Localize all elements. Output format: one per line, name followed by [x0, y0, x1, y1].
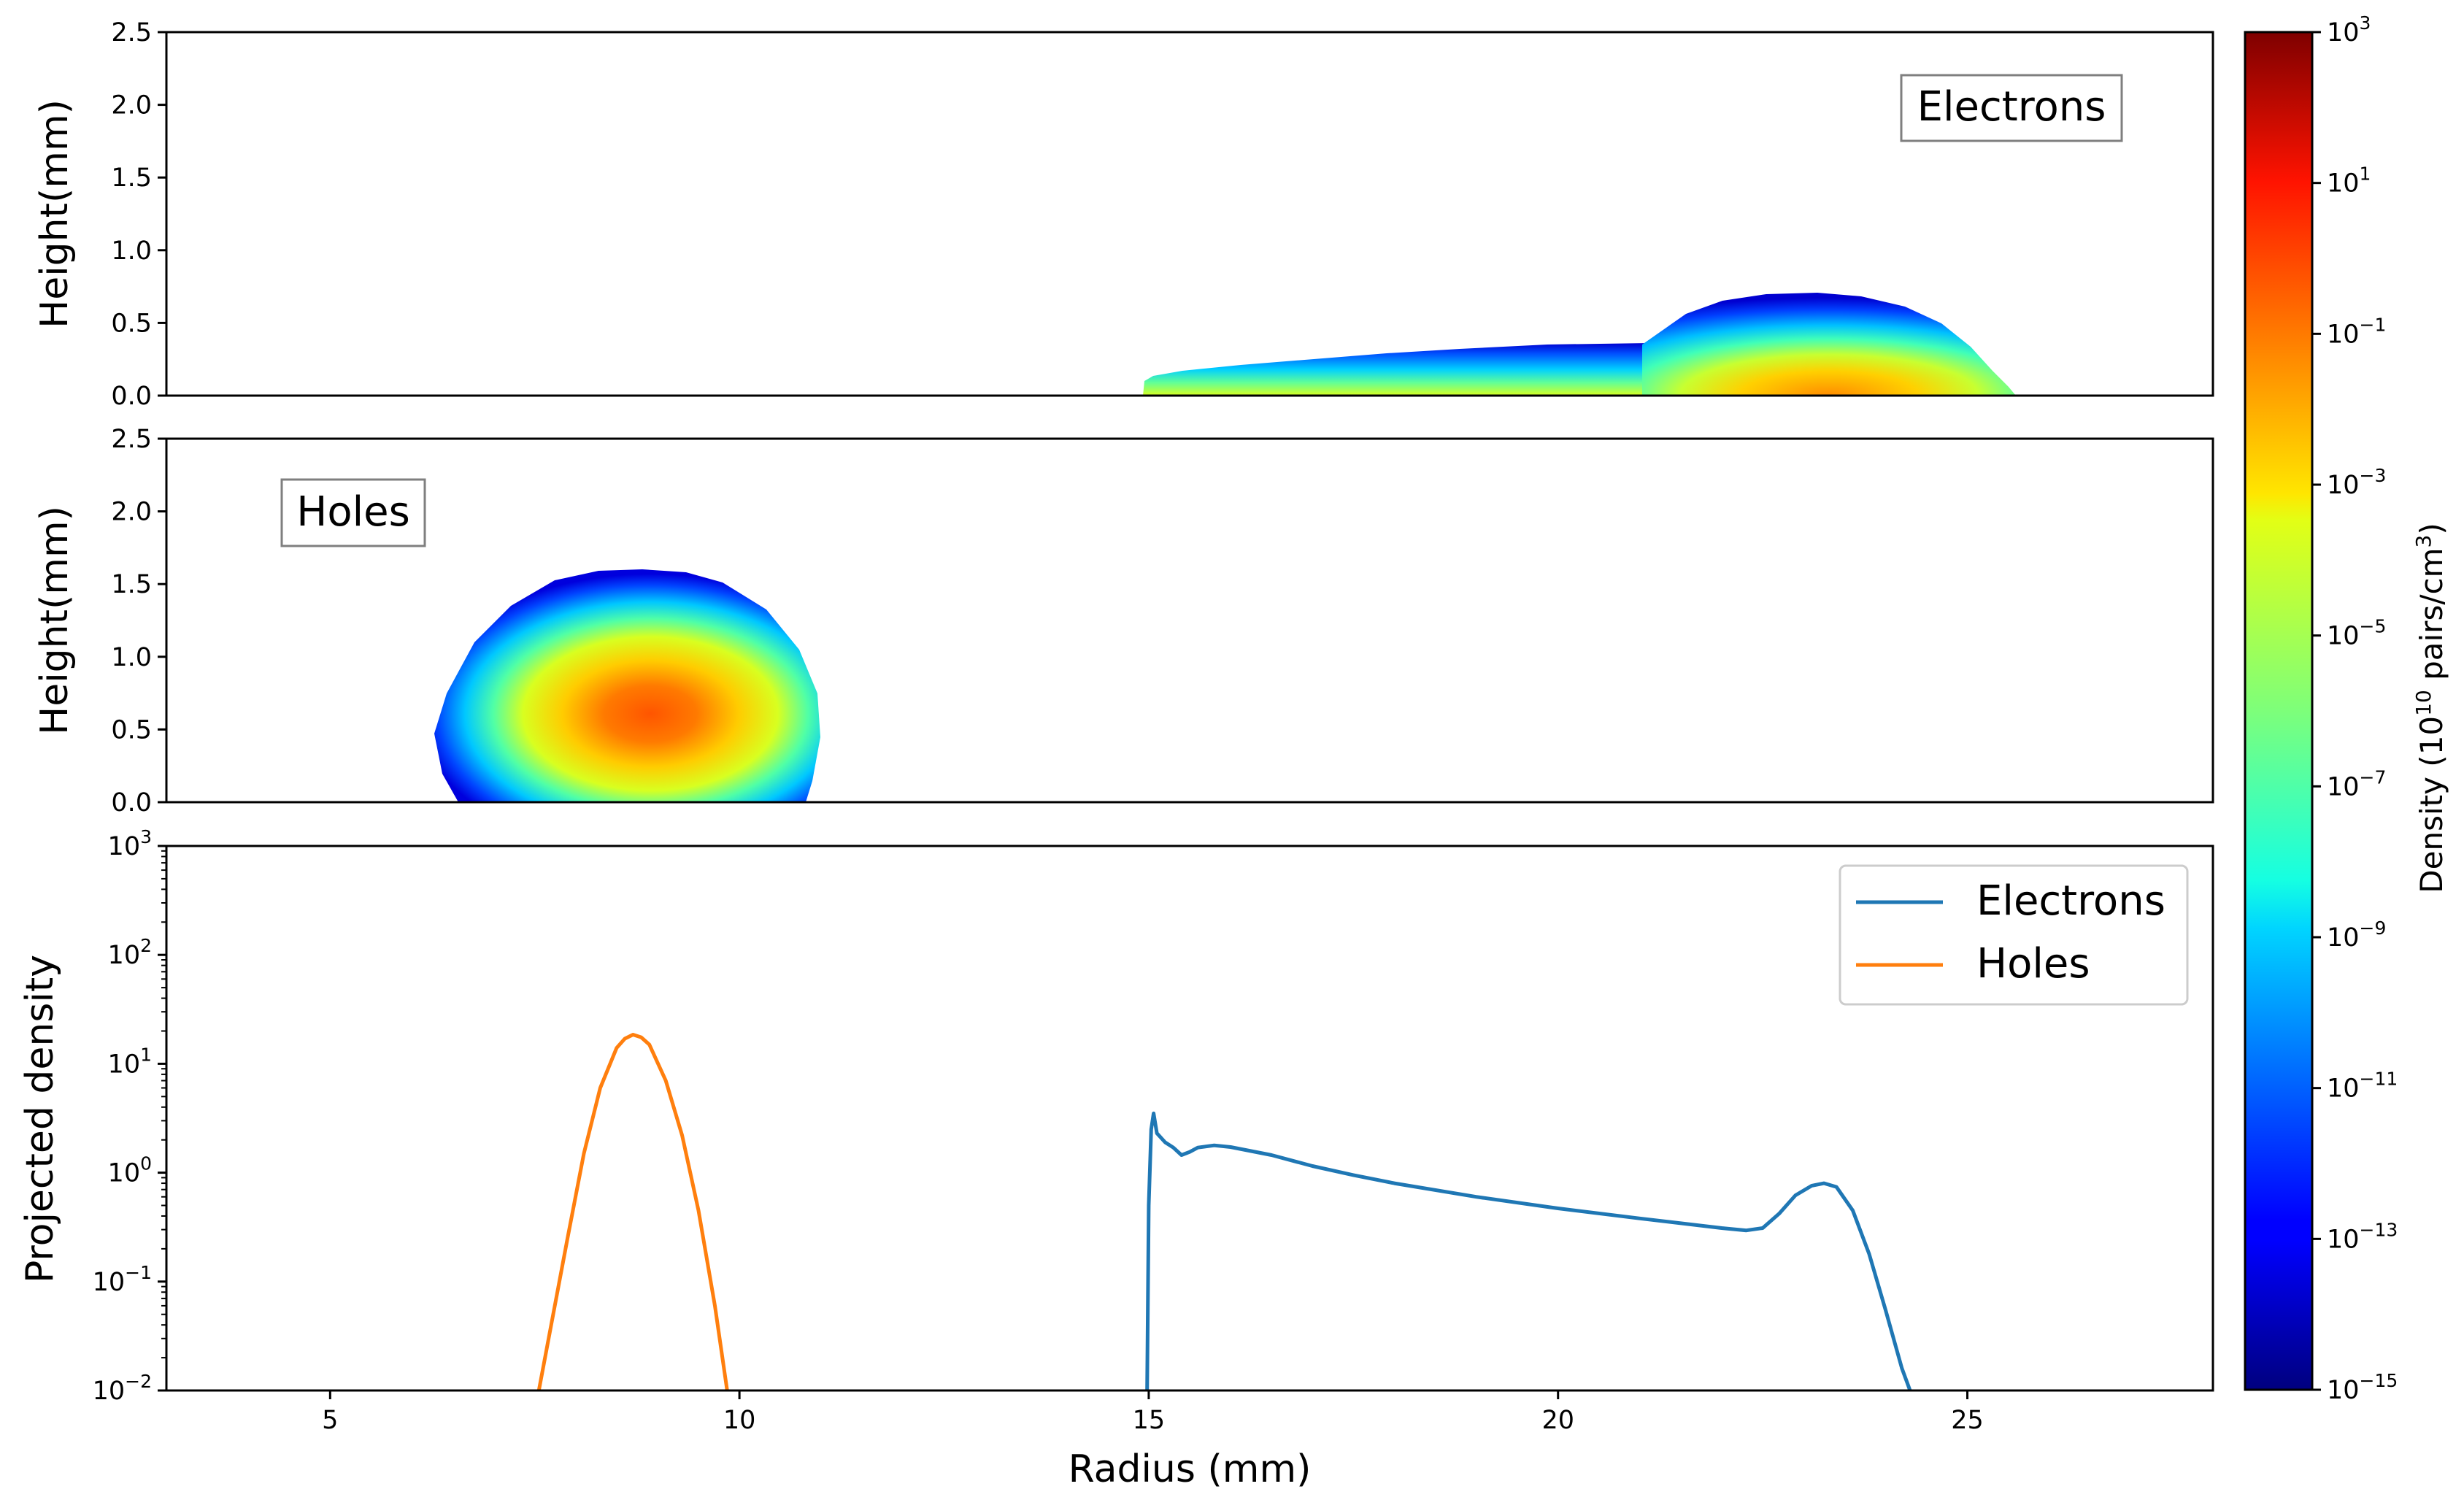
x-tick-label: 10: [723, 1406, 756, 1435]
legend: Electrons Holes: [1839, 864, 2189, 1006]
holes-plot-frame: [165, 437, 2214, 804]
colorbar-ticks: 103 101 10−1 10−3 10−5 10−7 10−9 10−11 10−13 10−1…: [2312, 12, 2398, 1405]
electrons-y-tick-label: 0.5: [111, 309, 152, 338]
holes-panel: 0.0 0.5 1.0 1.5 2.0 2.5 Height(mm) Holes: [33, 425, 2214, 818]
colorbar-tick-label: 10−9: [2327, 918, 2386, 953]
electrons-y-tick-label: 2.5: [111, 18, 152, 47]
electrons-label: Electrons: [1917, 83, 2106, 131]
electrons-series-line: [1145, 1111, 1912, 1390]
electrons-tail-region: [1143, 343, 1701, 396]
projected-y-tick-label: 10−1: [93, 1262, 152, 1297]
electrons-label-box: [1900, 74, 2123, 142]
electrons-main-lobe: [1642, 293, 2016, 396]
colorbar-frame: [2244, 31, 2314, 1391]
holes-y-tick-label: 1.5: [111, 570, 152, 599]
x-tick-label: 25: [1951, 1406, 1984, 1435]
colorbar-label: Density (1010 pairs/cm3): [2411, 523, 2449, 893]
electrons-plot-frame: [165, 31, 2214, 397]
electrons-y-tick-label: 0.0: [111, 382, 152, 411]
electrons-panel: 0.0 0.5 1.0 1.5 2.0 2.5 Height(mm) Electrons: [33, 18, 2214, 411]
electrons-y-axis-label: Height(mm): [33, 99, 77, 328]
legend-electrons-label: Electrons: [1976, 877, 2165, 925]
electrons-y-tick-label: 2.0: [111, 91, 152, 120]
projected-density-lines: [536, 1033, 1912, 1390]
holes-y-tick-label: 2.0: [111, 498, 152, 527]
colorbar-tick-label: 10−3: [2327, 465, 2386, 500]
projected-plot-frame: [165, 845, 2214, 1392]
projected-y-tick-label: 10−2: [93, 1371, 152, 1406]
projected-y-axis: 10−2 10−1 100 101 102 103: [93, 826, 166, 1406]
projected-y-tick-label: 103: [108, 826, 152, 861]
electrons-y-tick-label: 1.5: [111, 164, 152, 193]
holes-series-line: [536, 1033, 729, 1390]
projected-density-panel: 10−2 10−1 100 101 102 103 5 10 15 20 25 Projected…: [18, 826, 2214, 1491]
x-tick-label: 5: [322, 1406, 338, 1435]
x-tick-label: 15: [1133, 1406, 1166, 1435]
holes-label-box: [280, 478, 426, 547]
colorbar: 103 101 10−1 10−3 10−5 10−7 10−9 10−11 10−13 10−1…: [2244, 12, 2449, 1405]
legend-holes-label: Holes: [1976, 940, 2090, 988]
colorbar-tick-label: 10−15: [2327, 1370, 2398, 1405]
electrons-y-axis: 0.0 0.5 1.0 1.5 2.0 2.5: [111, 18, 166, 411]
holes-y-tick-label: 0.5: [111, 715, 152, 745]
holes-y-axis-label: Height(mm): [33, 506, 77, 735]
holes-density-lobe: [434, 569, 820, 802]
holes-label: Holes: [296, 488, 410, 536]
colorbar-tick-label: 10−13: [2327, 1219, 2398, 1254]
colorbar-tick-label: 10−1: [2327, 314, 2386, 349]
x-axis-label: Radius (mm): [1069, 1447, 1312, 1491]
colorbar-gradient: [2245, 32, 2312, 1390]
projected-y-axis-label: Projected density: [18, 955, 62, 1283]
holes-y-tick-label: 1.0: [111, 643, 152, 672]
colorbar-tick-label: 10−7: [2327, 766, 2386, 801]
projected-y-tick-label: 101: [108, 1044, 152, 1079]
projected-y-tick-label: 100: [108, 1153, 152, 1188]
electrons-y-tick-label: 1.0: [111, 236, 152, 266]
projected-y-tick-label: 102: [108, 935, 152, 970]
holes-y-tick-label: 2.5: [111, 425, 152, 454]
colorbar-tick-label: 10−5: [2327, 616, 2386, 651]
holes-y-axis: 0.0 0.5 1.0 1.5 2.0 2.5: [111, 425, 166, 818]
projected-x-axis: 5 10 15 20 25: [322, 1390, 1984, 1435]
colorbar-tick-label: 10−11: [2327, 1069, 2398, 1104]
holes-y-tick-label: 0.0: [111, 788, 152, 818]
x-tick-label: 20: [1541, 1406, 1574, 1435]
colorbar-tick-label: 101: [2327, 164, 2371, 199]
colorbar-tick-label: 103: [2327, 12, 2371, 47]
